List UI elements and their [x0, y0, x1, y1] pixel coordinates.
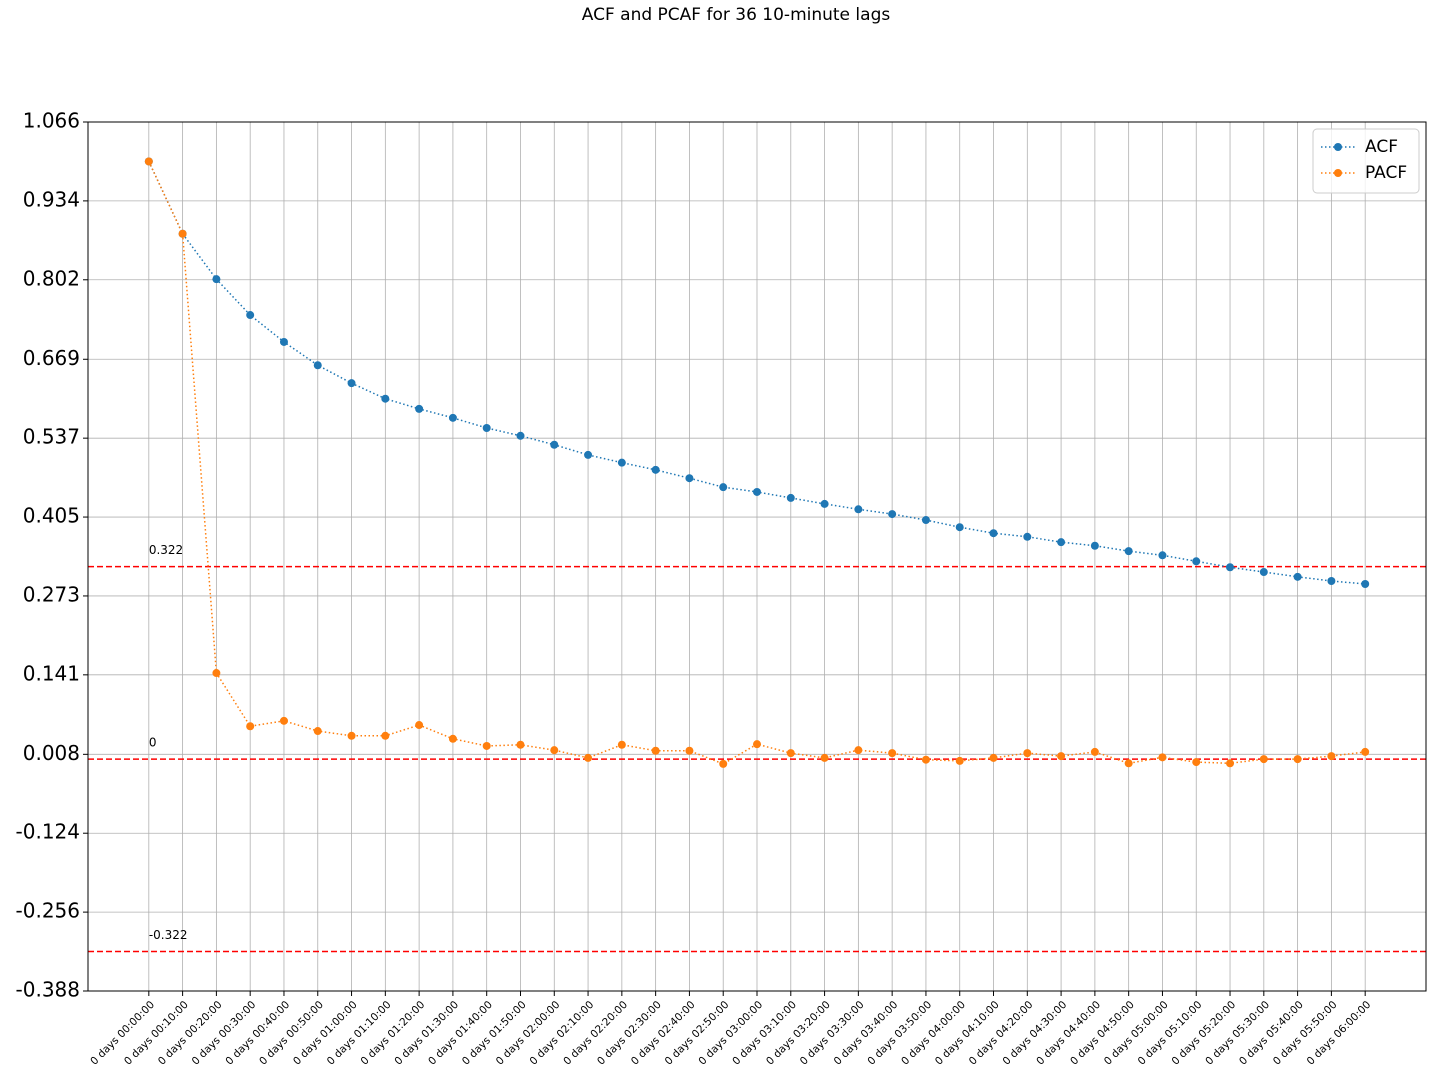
chart-title: ACF and PCAF for 36 10-minute lags — [582, 5, 891, 25]
data-point — [786, 749, 795, 758]
data-point — [448, 413, 457, 422]
y-tick-label: 0.141 — [23, 661, 80, 685]
data-point — [651, 465, 660, 474]
data-point — [448, 734, 457, 743]
data-point — [888, 749, 897, 758]
data-point — [279, 716, 288, 725]
data-point — [888, 510, 897, 519]
data-point — [1293, 572, 1302, 581]
data-point — [1327, 752, 1336, 761]
data-point — [1124, 547, 1133, 556]
reference-label: -0.322 — [149, 928, 188, 942]
data-point — [1192, 557, 1201, 566]
data-point — [415, 404, 424, 413]
data-point — [854, 505, 863, 514]
data-point — [1259, 755, 1268, 764]
y-tick-label: 0.008 — [23, 741, 80, 765]
data-point — [144, 157, 153, 166]
data-point — [1090, 747, 1099, 756]
data-point — [1293, 755, 1302, 764]
data-point — [313, 727, 322, 736]
data-point — [1226, 759, 1235, 768]
data-point — [1090, 541, 1099, 550]
y-tick-label: 0.405 — [23, 504, 80, 528]
data-point — [753, 487, 761, 496]
data-point — [955, 523, 964, 532]
data-point — [1124, 759, 1133, 768]
data-point — [1158, 551, 1167, 560]
data-point — [516, 740, 525, 749]
data-point — [381, 394, 390, 403]
data-point — [1158, 753, 1167, 762]
data-point — [989, 529, 998, 538]
data-point — [685, 474, 694, 483]
data-point — [820, 499, 829, 508]
reference-label: 0.322 — [149, 543, 183, 557]
data-point — [1023, 532, 1032, 541]
y-tick-label: 0.934 — [23, 187, 80, 211]
y-tick-label: 0.669 — [23, 346, 80, 370]
data-point — [482, 741, 491, 750]
data-point — [347, 379, 356, 388]
y-tick-label: -0.388 — [16, 978, 80, 1002]
data-point — [1023, 749, 1032, 758]
plot-frame — [87, 121, 1427, 992]
y-tick-label: 0.802 — [23, 266, 80, 290]
data-point — [482, 424, 491, 433]
y-tick-label: 1.066 — [23, 109, 80, 133]
y-tick-label: -0.256 — [16, 899, 80, 923]
data-point — [246, 722, 255, 731]
data-point — [1361, 579, 1370, 588]
data-point — [212, 275, 221, 284]
data-point — [381, 731, 390, 740]
data-point — [516, 431, 525, 440]
y-tick-label: 0.273 — [23, 582, 80, 606]
data-point — [415, 721, 424, 730]
data-point — [1192, 758, 1201, 767]
data-point — [550, 746, 559, 755]
data-point — [921, 516, 930, 525]
data-point — [1226, 563, 1235, 572]
data-point — [1057, 538, 1066, 547]
data-point — [617, 458, 626, 467]
data-point — [1361, 747, 1370, 756]
data-point — [1327, 577, 1336, 586]
data-point — [1057, 752, 1066, 761]
legend-label: PACF — [1365, 163, 1407, 183]
x-tick-label: 0 days 06:00:00 — [1305, 999, 1374, 1068]
data-point — [1259, 568, 1268, 577]
data-point — [786, 493, 795, 502]
legend-label: ACF — [1365, 137, 1398, 157]
legend-marker — [1334, 143, 1342, 151]
data-point — [584, 753, 593, 762]
data-point — [854, 746, 863, 755]
data-point — [246, 311, 255, 320]
data-point — [347, 731, 356, 740]
data-point — [719, 759, 728, 768]
data-point — [685, 746, 694, 755]
y-tick-label: -0.124 — [16, 820, 80, 844]
data-point — [719, 483, 728, 492]
data-point — [584, 450, 593, 459]
data-point — [550, 440, 559, 449]
data-point — [820, 753, 829, 762]
y-tick-label: 0.537 — [23, 425, 80, 449]
data-point — [753, 740, 761, 749]
data-point — [921, 755, 930, 764]
data-point — [212, 669, 221, 678]
data-point — [313, 361, 322, 370]
data-point — [955, 756, 964, 765]
data-point — [178, 229, 187, 238]
data-point — [651, 746, 660, 755]
reference-label: 0 — [149, 736, 157, 750]
legend-marker — [1334, 169, 1342, 177]
data-point — [617, 740, 626, 749]
data-point — [989, 753, 998, 762]
data-point — [279, 337, 288, 346]
